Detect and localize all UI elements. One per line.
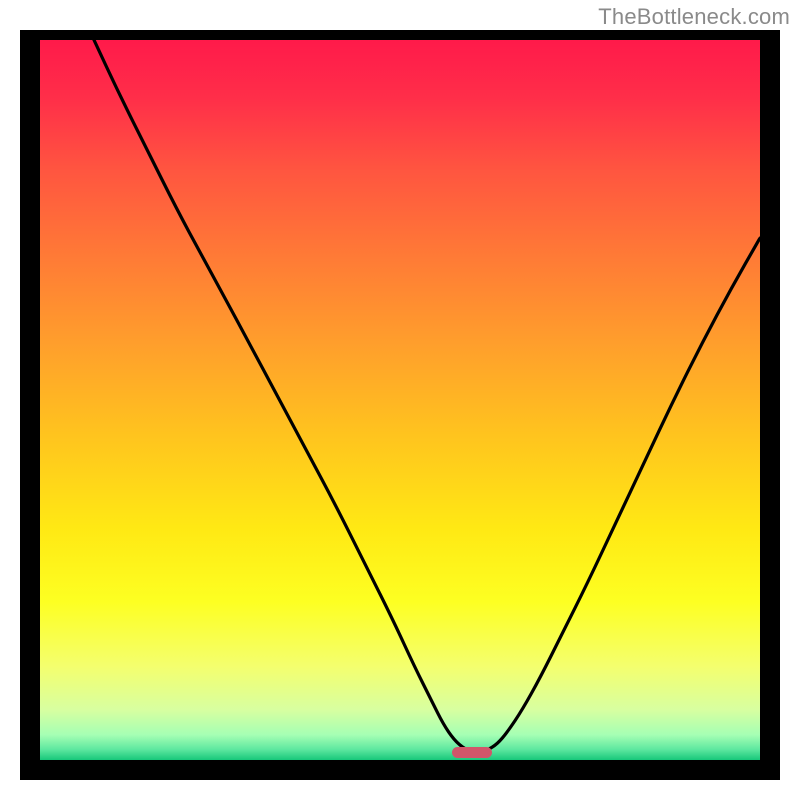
plot-area xyxy=(40,40,760,760)
minimum-marker xyxy=(452,747,492,758)
chart-frame xyxy=(20,30,780,780)
watermark-text: TheBottleneck.com xyxy=(598,4,790,30)
chart-container: TheBottleneck.com xyxy=(0,0,800,800)
curve-line xyxy=(40,40,760,760)
